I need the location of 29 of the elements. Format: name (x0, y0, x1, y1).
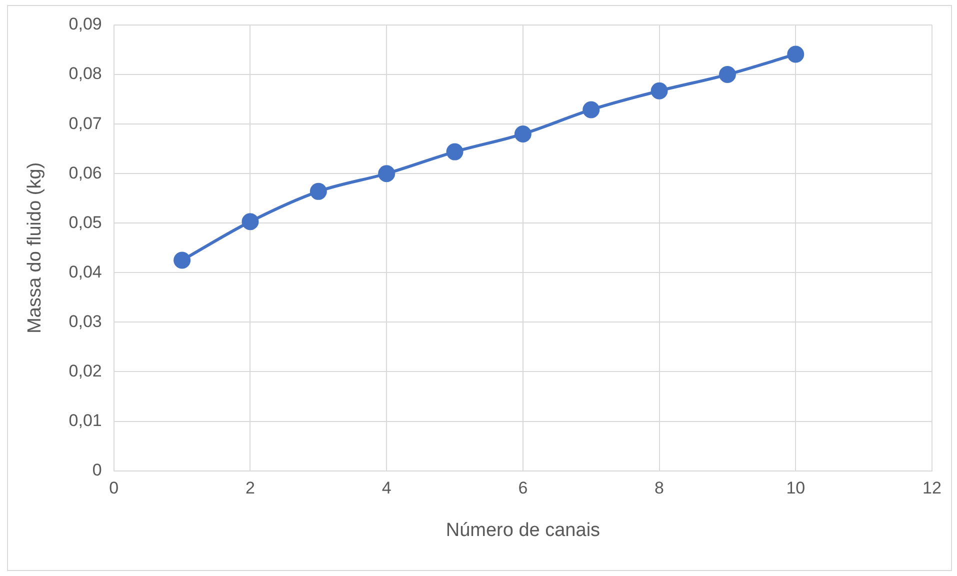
point (242, 213, 259, 230)
point (650, 82, 668, 100)
y-tick-label: 0,01 (68, 410, 102, 430)
y-axis-title: Massa do fluido (kg) (24, 162, 46, 334)
y-tick-label: 0 (92, 460, 102, 480)
y-tick-label: 0,03 (68, 312, 102, 331)
point (446, 143, 464, 160)
point (582, 101, 600, 118)
x-tick-label: 12 (922, 478, 942, 498)
x-tick-label: 2 (246, 478, 255, 498)
point (718, 66, 736, 84)
y-tick-label: 0,08 (68, 64, 102, 84)
y-tick-label: 0,04 (68, 262, 102, 282)
x-tick-label: 6 (518, 478, 528, 498)
y-tick-label: 0,06 (68, 163, 102, 182)
x-tick-label: 8 (654, 478, 664, 498)
y-tick-label: 0,05 (68, 212, 102, 232)
point (378, 165, 396, 182)
point (174, 252, 191, 269)
x-tick-label: 10 (786, 478, 806, 498)
y-tick-label: 0,09 (68, 14, 102, 34)
x-tick-label: 4 (382, 478, 392, 498)
point (514, 125, 532, 142)
point (310, 182, 327, 200)
y-tick-label: 0,07 (68, 114, 102, 133)
point (787, 46, 804, 63)
x-tick-label: 0 (109, 478, 119, 498)
y-tick-label: 0,02 (68, 361, 102, 380)
x-axis-title: Número de canais (446, 520, 600, 541)
